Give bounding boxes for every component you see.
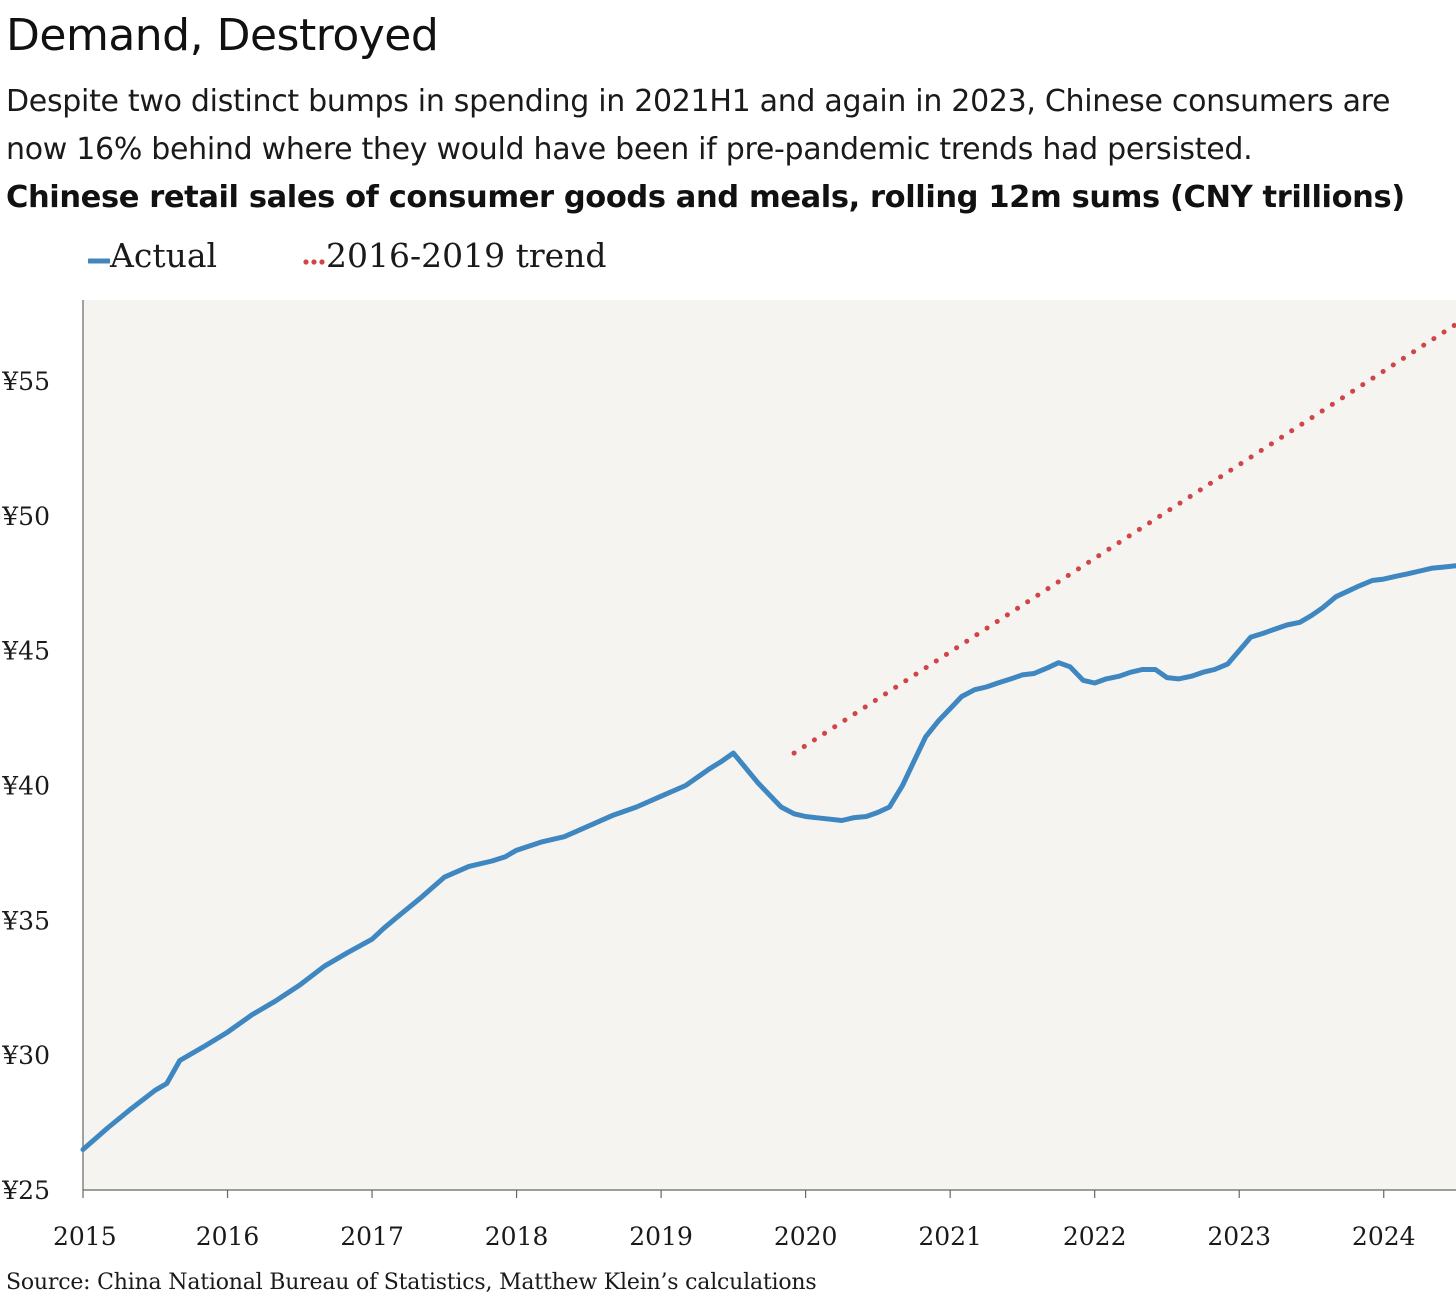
x-tick-label: 2020 <box>774 1222 838 1251</box>
x-tick-label: 2023 <box>1207 1222 1271 1251</box>
x-tick-label: 2018 <box>485 1222 549 1251</box>
x-tick-label: 2016 <box>196 1222 260 1251</box>
legend-swatch-trend <box>303 259 325 265</box>
x-tick-label: 2022 <box>1063 1222 1127 1251</box>
legend-label-trend: 2016-2019 trend <box>326 236 607 275</box>
x-tick-label: 2019 <box>629 1222 693 1251</box>
chart-series-title: Chinese retail sales of consumer goods a… <box>6 180 1405 215</box>
legend-label-actual: Actual <box>110 236 218 275</box>
y-tick-label: ¥55 <box>1 367 50 396</box>
series-line-trend <box>791 321 1456 756</box>
y-tick-label: ¥35 <box>1 906 50 935</box>
x-tick-label: 2017 <box>340 1222 404 1251</box>
y-tick-label: ¥45 <box>1 637 50 666</box>
plot-area <box>83 300 1456 1190</box>
chart-title-heading: Demand, Destroyed <box>6 10 439 61</box>
x-tick-label: 2015 <box>53 1222 117 1251</box>
y-tick-label: ¥40 <box>1 771 50 800</box>
chart-subtitle: Despite two distinct bumps in spending i… <box>6 84 1391 167</box>
x-tick-label: 2024 <box>1352 1222 1416 1251</box>
y-tick-label: ¥30 <box>1 1041 50 1070</box>
legend-swatch-actual <box>88 258 110 264</box>
x-tick-label: 2021 <box>918 1222 982 1251</box>
source-note: Source: China National Bureau of Statist… <box>6 1270 817 1295</box>
y-tick-label: ¥50 <box>1 502 50 531</box>
series-line-actual <box>80 563 1456 1152</box>
y-tick-label: ¥25 <box>1 1176 50 1205</box>
